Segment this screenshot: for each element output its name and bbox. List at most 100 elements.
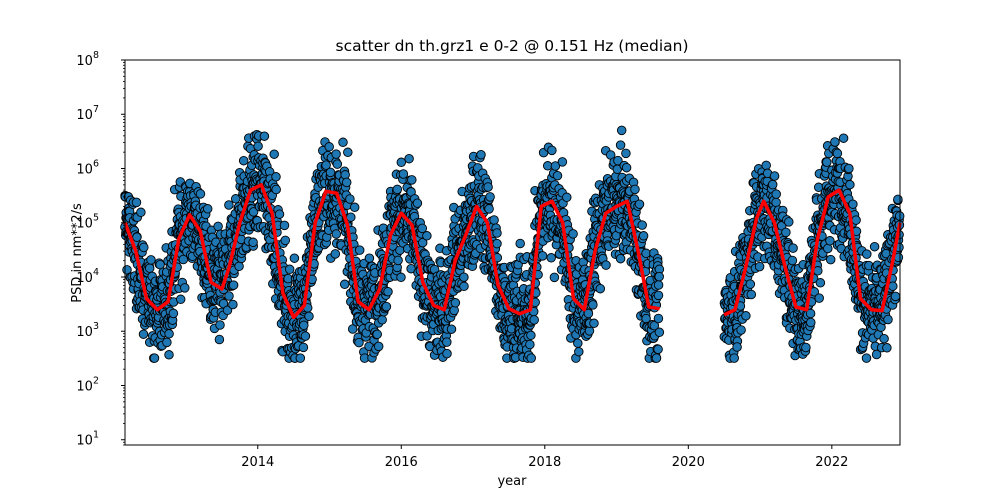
scatter-point (784, 217, 794, 227)
scatter-point (347, 324, 358, 334)
scatter-point (492, 238, 502, 249)
scatter-point (271, 184, 281, 195)
scatter-point (882, 343, 892, 353)
scatter-point (801, 342, 811, 353)
scatter-point (822, 157, 832, 167)
scatter-point (761, 160, 771, 171)
scatter-point (630, 184, 640, 195)
scatter-point (248, 207, 259, 217)
x-tick-label: 2018 (528, 455, 561, 470)
scatter-point (851, 215, 861, 225)
scatter-point (349, 202, 360, 213)
scatter-point (238, 155, 249, 166)
scatter-point (417, 237, 428, 248)
scatter-point (769, 171, 780, 181)
scatter-point (653, 344, 663, 355)
scatter-point (651, 353, 662, 363)
scatter-point (562, 192, 572, 203)
scatter-point (331, 149, 341, 159)
scatter-point (269, 149, 279, 159)
scatter-point (224, 291, 234, 301)
scatter-point (345, 194, 355, 204)
scatter-point (637, 220, 647, 230)
scatter-point (299, 320, 309, 331)
scatter-point (364, 253, 375, 263)
scatter-point (228, 280, 239, 290)
scatter-point (781, 227, 791, 238)
scatter-point (214, 334, 225, 345)
scatter-point (442, 348, 452, 359)
scatter-point (234, 261, 244, 272)
x-tick-label: 2014 (241, 455, 274, 470)
scatter-point (547, 145, 557, 156)
scatter-point (615, 140, 626, 150)
scatter-point (321, 160, 331, 170)
x-tick-label: 2016 (385, 455, 418, 470)
scatter-point (131, 197, 142, 208)
scatter-point (549, 272, 560, 283)
chart-title: scatter dn th.grz1 e 0-2 @ 0.151 Hz (med… (336, 37, 689, 55)
scatter-point (222, 305, 233, 316)
scatter-point (653, 280, 664, 290)
scatter-point (729, 353, 739, 363)
scatter-point (332, 159, 343, 169)
scatter-point (848, 199, 858, 209)
scatter-point (139, 242, 149, 253)
scatter-point (284, 264, 295, 275)
scatter-point (653, 290, 664, 301)
scatter-point (450, 298, 461, 308)
scatter-point (771, 189, 781, 199)
scatter-point (300, 331, 311, 341)
scatter-point (144, 263, 155, 273)
scatter-point (741, 311, 751, 321)
scatter-point (396, 272, 406, 283)
scatter-point (788, 243, 798, 253)
scatter-point (573, 338, 583, 348)
scatter-point (280, 235, 291, 246)
y-tick-exponent: 8 (93, 50, 99, 61)
scatter-point (136, 207, 146, 218)
x-tick-label: 2020 (672, 455, 705, 470)
scatter-point (537, 251, 548, 261)
scatter-point (446, 324, 457, 334)
scatter-point (634, 199, 645, 209)
scatter-point (883, 314, 893, 325)
scatter-point (861, 353, 872, 363)
scatter-point (393, 255, 403, 266)
scatter-point (331, 229, 342, 239)
scatter-point (754, 261, 765, 272)
scatter-point (372, 329, 382, 340)
scatter-point (638, 231, 649, 241)
scatter-point (832, 148, 843, 159)
scatter-point (459, 281, 469, 292)
scatter-point (224, 200, 234, 210)
scatter-point (515, 238, 525, 249)
scatter-point (529, 315, 539, 325)
scatter-point (825, 254, 836, 265)
scatter-point (595, 283, 606, 294)
scatter-point (164, 329, 174, 339)
scatter-point (422, 231, 432, 241)
scatter-point (407, 175, 417, 185)
scatter-point (422, 331, 432, 341)
scatter-point (228, 299, 238, 310)
scatter-point (862, 249, 872, 259)
scatter-point (557, 157, 568, 167)
scatter-point (568, 229, 578, 239)
scatter-point (341, 177, 352, 188)
scatter-point (289, 253, 300, 263)
scatter-point (459, 272, 469, 282)
scatter-point (621, 148, 631, 159)
scatter-point (893, 194, 903, 205)
scatter-point (271, 172, 281, 182)
scatter-point (339, 279, 350, 290)
scatter-point (526, 353, 536, 363)
scatter-point (381, 301, 392, 312)
scatter-point (653, 313, 664, 324)
scatter-point (888, 281, 898, 291)
scatter-point (298, 342, 309, 353)
scatter-point (890, 291, 901, 302)
y-tick-exponent: 4 (93, 267, 99, 278)
scatter-point (546, 253, 556, 263)
